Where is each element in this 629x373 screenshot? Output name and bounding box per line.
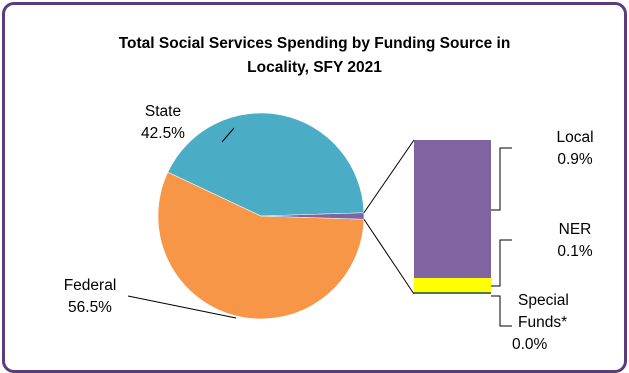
label-ner-name: NER (558, 221, 592, 238)
connector-bottom (363, 218, 415, 295)
chart-title-line2: Locality, SFY 2021 (247, 59, 382, 76)
label-state-name: State (144, 103, 182, 120)
label-state: State 42.5% (128, 101, 198, 145)
chart-title: Total Social Services Spending by Fundin… (0, 32, 629, 80)
pie-slice-state (167, 112, 365, 217)
bar-segment-special-funds (414, 292, 491, 294)
label-local-name: Local (556, 129, 594, 146)
leader-state (221, 127, 235, 143)
label-local-pct: 0.9% (557, 151, 593, 168)
label-state-pct: 42.5% (141, 125, 185, 142)
label-federal: Federal 56.5% (50, 275, 130, 319)
label-federal-name: Federal (63, 277, 117, 294)
leader-local (491, 147, 512, 211)
label-ner-pct: 0.1% (557, 243, 593, 260)
leader-special-funds (491, 295, 512, 327)
connector-top (363, 139, 415, 214)
label-special-name-1: Special (518, 292, 569, 309)
bar-segment-local (414, 140, 491, 278)
label-special-pct: 0.0% (512, 336, 548, 353)
label-ner: NER 0.1% (540, 219, 610, 263)
label-special-funds: Special Funds* 0.0% (504, 290, 604, 356)
bar-segment-ner (414, 278, 491, 292)
chart-title-line1: Total Social Services Spending by Fundin… (118, 35, 511, 52)
label-local: Local 0.9% (540, 127, 610, 171)
label-special-name-2: Funds* (518, 314, 568, 331)
label-federal-pct: 56.5% (68, 299, 112, 316)
pie-slice-federal (157, 171, 365, 320)
leader-federal (127, 295, 237, 319)
leader-ner (491, 239, 512, 287)
